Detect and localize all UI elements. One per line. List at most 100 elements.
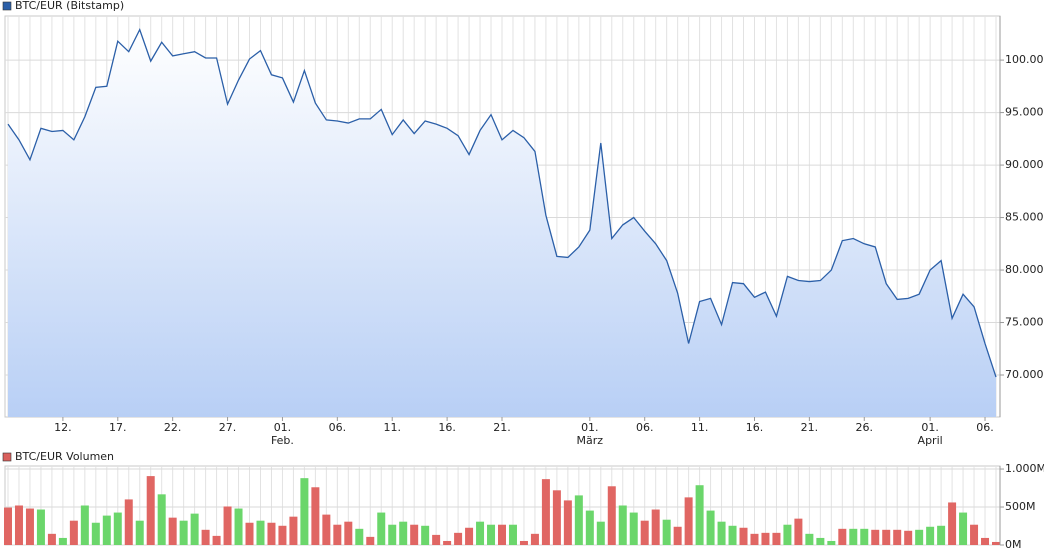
x-tick-label: 11. xyxy=(691,421,709,434)
price-line xyxy=(7,27,997,378)
y-tick-label: 75.000 xyxy=(1005,316,1044,329)
volume-bar xyxy=(772,532,781,545)
volume-bar xyxy=(333,524,342,545)
volume-bar xyxy=(157,494,166,545)
volume-bar xyxy=(750,533,759,545)
volume-bar xyxy=(454,532,463,545)
volume-bar xyxy=(476,521,485,545)
volume-bar xyxy=(234,508,243,545)
volume-bar xyxy=(695,485,704,545)
volume-bar xyxy=(146,476,155,545)
volume-bar xyxy=(245,522,254,545)
volume-bar xyxy=(102,515,111,545)
volume-bar xyxy=(443,540,452,545)
x-tick-label: 21. xyxy=(801,421,819,434)
x-tick-label: 22. xyxy=(164,421,182,434)
x-tick-label: 17. xyxy=(109,421,127,434)
volume-bar xyxy=(69,520,78,545)
volume-bar xyxy=(596,521,605,545)
volume-bar xyxy=(761,532,770,545)
volume-bar xyxy=(937,525,946,545)
volume-bar xyxy=(355,528,364,545)
x-tick-label: 11. xyxy=(383,421,401,434)
volume-bar xyxy=(640,520,649,545)
x-tick-label: 26. xyxy=(856,421,874,434)
month-label: April xyxy=(918,434,943,447)
volume-bar xyxy=(223,506,232,545)
volume-bar xyxy=(487,524,496,545)
x-tick-label: 21. xyxy=(493,421,511,434)
volume-bar xyxy=(278,525,287,545)
x-tick-label: 06. xyxy=(636,421,654,434)
y-tick-label: 0M xyxy=(1005,538,1022,551)
volume-bar xyxy=(377,512,386,545)
x-tick-label: 27. xyxy=(219,421,237,434)
volume-bar xyxy=(717,521,726,545)
volume-bar xyxy=(322,514,331,545)
volume-bar xyxy=(728,525,737,545)
volume-bar xyxy=(838,528,847,545)
volume-bar xyxy=(190,513,199,545)
volume-bar xyxy=(893,529,902,545)
y-tick-label: 85.000 xyxy=(1005,211,1044,224)
y-tick-label: 500M xyxy=(1005,500,1036,513)
volume-bar xyxy=(563,500,572,545)
volume-bar xyxy=(739,527,748,545)
volume-bar xyxy=(794,518,803,545)
volume-bar xyxy=(498,524,506,545)
volume-bar xyxy=(432,534,441,545)
volume-bar xyxy=(344,521,353,545)
volume-bar xyxy=(673,526,682,545)
volume-bar xyxy=(212,535,221,545)
volume-bar xyxy=(552,490,561,545)
volume-bar xyxy=(388,524,397,545)
volume-bar xyxy=(267,522,276,545)
volume-bar xyxy=(871,529,880,545)
x-tick-label: 06. xyxy=(976,421,994,434)
volume-bar xyxy=(36,509,45,545)
volume-bar xyxy=(421,525,430,545)
volume-bar xyxy=(629,512,638,545)
x-tick-label: 12. xyxy=(54,421,72,434)
volume-bar xyxy=(300,478,309,545)
x-tick-label: 01. xyxy=(274,421,292,434)
volume-bar xyxy=(135,520,144,545)
volume-bar xyxy=(651,509,660,545)
volume-bar xyxy=(530,533,539,545)
volume-bar xyxy=(816,537,825,545)
volume-bar xyxy=(311,487,320,545)
y-tick-label: 1.000M xyxy=(1005,462,1044,475)
volume-bar xyxy=(585,510,594,545)
volume-bar xyxy=(860,528,869,545)
y-tick-label: 95.000 xyxy=(1005,106,1044,119)
volume-bar xyxy=(904,530,913,545)
y-tick-label: 80.000 xyxy=(1005,263,1044,276)
volume-bar xyxy=(25,508,34,545)
volume-bar xyxy=(959,512,968,545)
volume-bar xyxy=(706,510,715,545)
volume-bar xyxy=(399,521,408,545)
x-tick-label: 01. xyxy=(581,421,599,434)
volume-bar xyxy=(201,529,210,545)
volume-bar xyxy=(256,520,265,545)
volume-bar xyxy=(168,517,177,545)
volume-bar xyxy=(508,524,517,545)
volume-bar xyxy=(981,537,990,545)
legend-label: BTC/EUR Volumen xyxy=(15,450,114,463)
volume-bar xyxy=(926,526,935,545)
volume-bar xyxy=(662,519,671,545)
legend-swatch xyxy=(2,452,12,462)
x-tick-label: 01. xyxy=(921,421,939,434)
legend-swatch xyxy=(2,1,12,11)
volume-bar xyxy=(14,505,23,545)
price-area xyxy=(8,29,996,417)
y-tick-label: 90.000 xyxy=(1005,158,1044,171)
volume-bar xyxy=(992,541,1000,545)
volume-bar xyxy=(465,527,474,545)
volume-bar xyxy=(970,524,979,545)
volume-bar xyxy=(4,507,12,545)
volume-bar xyxy=(882,529,891,545)
volume-bar xyxy=(684,497,693,545)
volume-bar xyxy=(805,533,814,545)
